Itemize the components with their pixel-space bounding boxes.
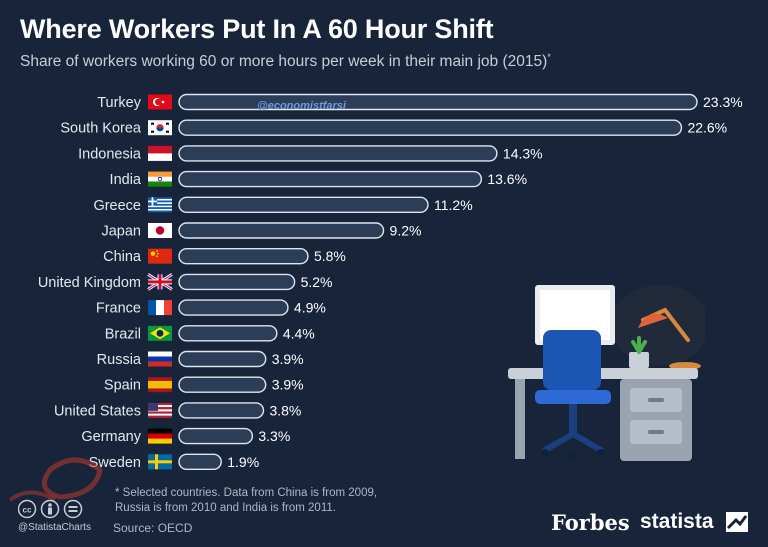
bar bbox=[178, 247, 309, 265]
category-label: Russia bbox=[97, 352, 142, 368]
svg-text:cc: cc bbox=[23, 506, 32, 515]
bar bbox=[178, 119, 683, 136]
value-label: 5.2% bbox=[301, 274, 333, 290]
bar bbox=[178, 196, 429, 214]
flag-icon bbox=[148, 351, 172, 367]
bar bbox=[178, 145, 498, 162]
value-label: 4.9% bbox=[294, 300, 326, 316]
value-label: 23.3% bbox=[703, 94, 743, 110]
category-label: France bbox=[96, 301, 141, 317]
value-label: 1.9% bbox=[227, 454, 259, 470]
bar bbox=[178, 427, 254, 445]
value-label: 3.3% bbox=[258, 428, 290, 444]
chart-subtitle: Share of workers working 60 or more hour… bbox=[20, 52, 551, 71]
value-label: 22.6% bbox=[687, 120, 727, 136]
value-label: 4.4% bbox=[283, 325, 315, 341]
statista-logo: statista bbox=[640, 510, 714, 533]
bar bbox=[178, 402, 265, 419]
category-label: Turkey bbox=[97, 95, 142, 111]
value-label: 3.9% bbox=[272, 377, 304, 393]
flag-icon bbox=[148, 120, 172, 136]
footnote-line-1: * Selected countries. Data from China is… bbox=[115, 487, 378, 499]
category-label: Spain bbox=[104, 378, 141, 394]
category-label: United Kingdom bbox=[38, 275, 141, 291]
flag-icon bbox=[148, 145, 172, 161]
category-label: United States bbox=[54, 403, 141, 419]
flag-icon bbox=[148, 377, 172, 393]
stamp-watermark bbox=[8, 457, 103, 502]
category-label: Brazil bbox=[105, 326, 141, 342]
bar bbox=[178, 273, 296, 291]
flag-icon bbox=[148, 454, 172, 470]
watermark-handle: @economistfarsi bbox=[257, 100, 346, 112]
desk-illustration bbox=[508, 285, 705, 461]
value-label: 13.6% bbox=[487, 171, 527, 187]
flag-icon bbox=[148, 197, 172, 213]
chart-title: Where Workers Put In A 60 Hour Shift bbox=[20, 14, 494, 44]
bar bbox=[178, 325, 278, 342]
category-label: Greece bbox=[93, 198, 141, 214]
subtitle-footnote-mark: * bbox=[547, 52, 551, 62]
flag-icon bbox=[147, 273, 173, 291]
bar bbox=[178, 93, 698, 111]
category-label: South Korea bbox=[60, 121, 142, 137]
category-label: China bbox=[103, 249, 142, 265]
value-label: 3.8% bbox=[269, 402, 301, 418]
bar bbox=[178, 350, 267, 368]
bar bbox=[178, 222, 385, 239]
category-label: Sweden bbox=[89, 455, 141, 471]
bar bbox=[178, 170, 483, 188]
value-label: 9.2% bbox=[390, 223, 422, 239]
value-label: 11.2% bbox=[434, 197, 473, 213]
category-label: Germany bbox=[81, 429, 141, 445]
bar bbox=[178, 299, 289, 316]
flag-icon bbox=[148, 300, 172, 316]
bar bbox=[178, 453, 222, 470]
category-label: Japan bbox=[101, 224, 141, 240]
flag-icon bbox=[148, 402, 172, 418]
creative-commons-icon: cc bbox=[18, 499, 37, 519]
bar-chart: Turkey 23.3% South Korea 22.6% Indonesia 14.3… bbox=[38, 93, 743, 471]
footnote-line-2: Russia is from 2010 and India is from 20… bbox=[115, 502, 336, 514]
value-label: 14.3% bbox=[503, 145, 543, 161]
value-label: 5.8% bbox=[314, 248, 346, 264]
flag-icon bbox=[148, 171, 172, 187]
attribution-icon bbox=[40, 499, 60, 519]
category-label: India bbox=[110, 172, 142, 188]
category-label: Indonesia bbox=[78, 146, 142, 162]
no-derivatives-icon bbox=[63, 499, 83, 519]
statista-logo-icon bbox=[726, 512, 748, 532]
license-icons: cc bbox=[18, 499, 83, 519]
statista-charts-handle: @StatistaCharts bbox=[18, 522, 91, 533]
flag-icon bbox=[148, 94, 172, 110]
footnote: * Selected countries. Data from China is… bbox=[115, 486, 377, 516]
subtitle-text: Share of workers working 60 or more hour… bbox=[20, 53, 548, 71]
flag-icon bbox=[148, 248, 172, 264]
flag-icon bbox=[148, 223, 172, 238]
source-note: Source: OECD bbox=[113, 521, 193, 535]
flag-icon bbox=[148, 325, 172, 341]
flag-icon bbox=[148, 428, 172, 444]
forbes-logo: Forbes bbox=[551, 510, 630, 535]
value-label: 3.9% bbox=[272, 351, 304, 367]
bar bbox=[178, 376, 267, 393]
